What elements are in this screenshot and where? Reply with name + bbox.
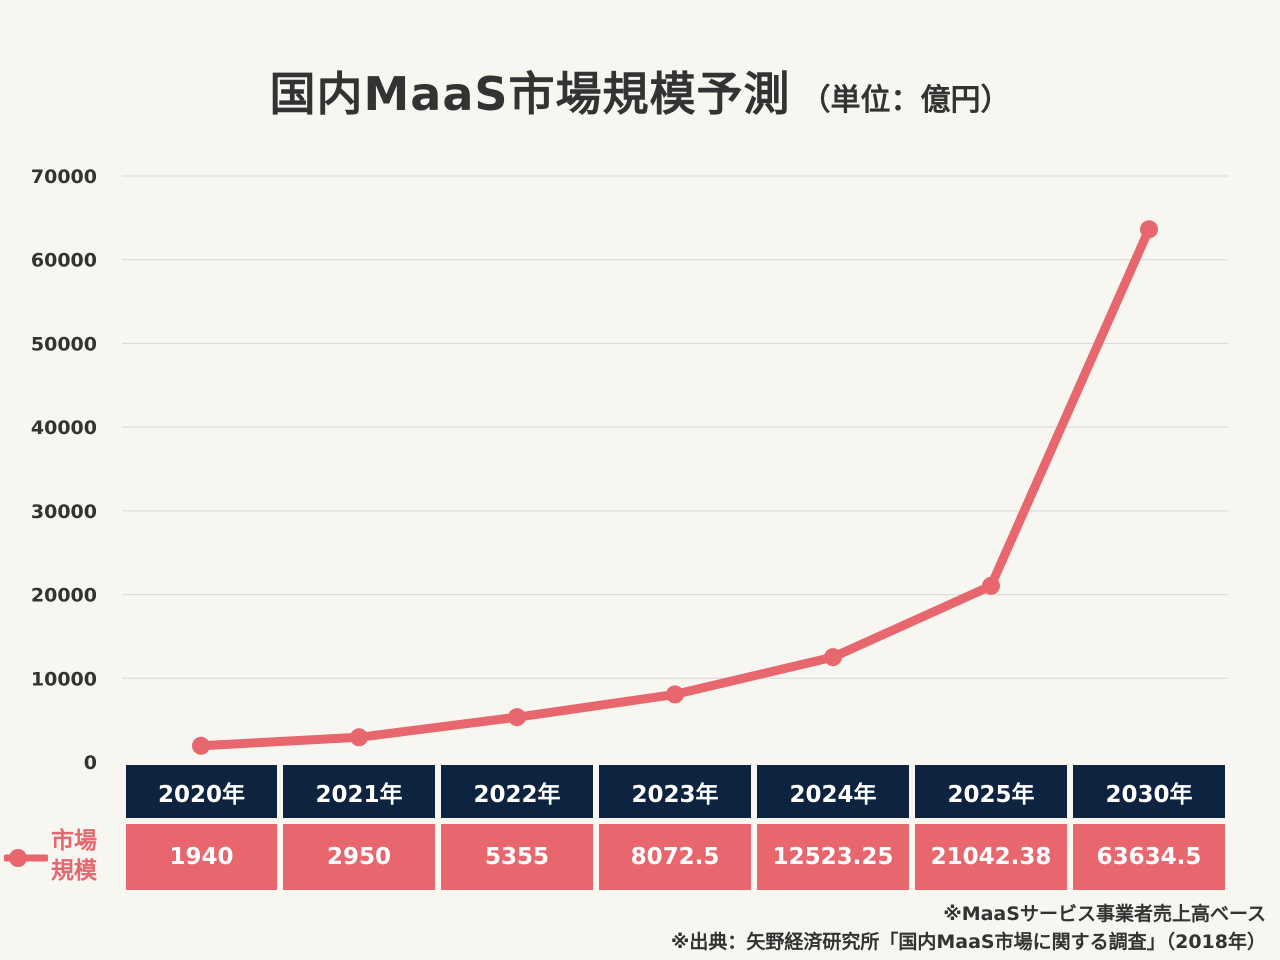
y-tick-label: 30000 [31,501,97,523]
data-value-label: 21042.38 [915,824,1067,890]
data-point [824,648,842,667]
grid-lines [122,175,1228,679]
category-label: 2022年 [441,765,593,818]
category-label: 2020年 [126,765,277,818]
series-points [192,220,1158,755]
note-basis: ※MaaSサービス事業者売上高ベース [943,903,1266,925]
category-label: 2025年 [915,765,1067,818]
data-value-label: 12523.25 [757,824,909,890]
y-tick-label: 0 [84,752,97,774]
data-value-label: 8072.5 [599,824,751,890]
data-value-label: 63634.5 [1073,824,1225,890]
data-value-label: 2950 [283,824,435,890]
data-point [1140,220,1158,239]
legend-label-line: 規模 [51,858,97,884]
title-main: 国内MaaS市場規模予測 [269,67,791,121]
data-point [666,685,684,704]
data-point [982,576,1000,595]
data-point [508,708,526,727]
legend-label-line: 市場 [51,828,97,854]
data-value-label: 1940 [126,824,277,890]
y-tick-label: 20000 [31,585,97,607]
data-point [192,736,210,755]
y-tick-label: 10000 [31,668,97,690]
category-label: 2023年 [599,765,751,818]
y-tick-label: 70000 [31,166,97,188]
y-tick-label: 60000 [31,250,97,272]
category-label: 2024年 [757,765,909,818]
series-line-path [196,224,1154,751]
y-tick-label: 40000 [31,417,97,439]
category-label: 2030年 [1073,765,1225,818]
category-label: 2021年 [283,765,435,818]
legend-label: 市場 規模 [48,826,100,886]
title-unit: （単位：億円） [800,83,1011,118]
footnotes: ※MaaSサービス事業者売上高ベース ※出典：矢野経済研究所「国内MaaS市場に… [671,900,1266,956]
y-tick-label: 50000 [31,333,97,355]
series-line [196,224,1154,751]
note-source: ※出典：矢野経済研究所「国内MaaS市場に関する調査」（2018年） [670,931,1266,953]
chart-title: 国内MaaS市場規模予測 （単位：億円） [0,58,1280,124]
y-axis-ticks: 0 10000 20000 30000 40000 50000 60000 70000 [31,166,97,774]
data-point [350,728,368,747]
data-value-label: 5355 [441,824,593,890]
legend-line-marker-icon [4,849,48,867]
